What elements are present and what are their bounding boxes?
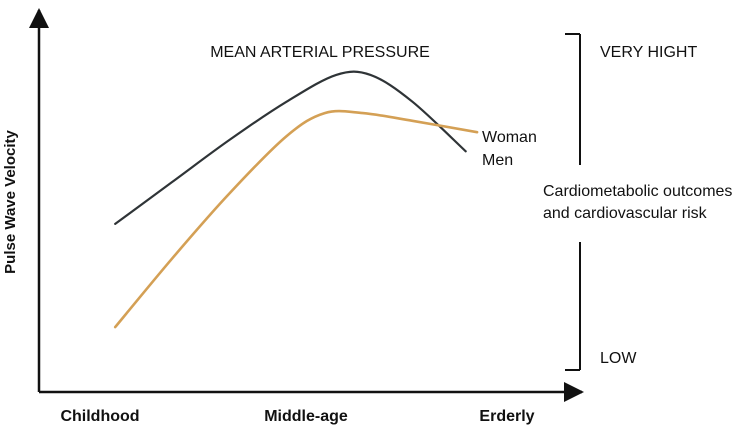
risk-description-line1: Cardiometabolic outcomes [543, 183, 732, 200]
risk-low-label: LOW [600, 350, 637, 367]
series-line-men [114, 70, 467, 225]
y-axis-label: Pulse Wave Velocity [2, 130, 19, 274]
legend-label-woman: Woman [482, 129, 537, 146]
chart-title: MEAN ARTERIAL PRESSURE [210, 44, 430, 61]
risk-description-line2: and cardiovascular risk [543, 205, 708, 222]
legend-label-men: Men [482, 152, 513, 169]
risk-scale-bracket [565, 33, 581, 371]
x-tick-label-erderly: Erderly [479, 408, 534, 425]
risk-high-label: VERY HIGHT [600, 44, 697, 61]
x-tick-label-middle-age: Middle-age [264, 408, 348, 425]
x-tick-label-childhood: Childhood [60, 408, 139, 425]
series-line-woman [113, 109, 479, 329]
